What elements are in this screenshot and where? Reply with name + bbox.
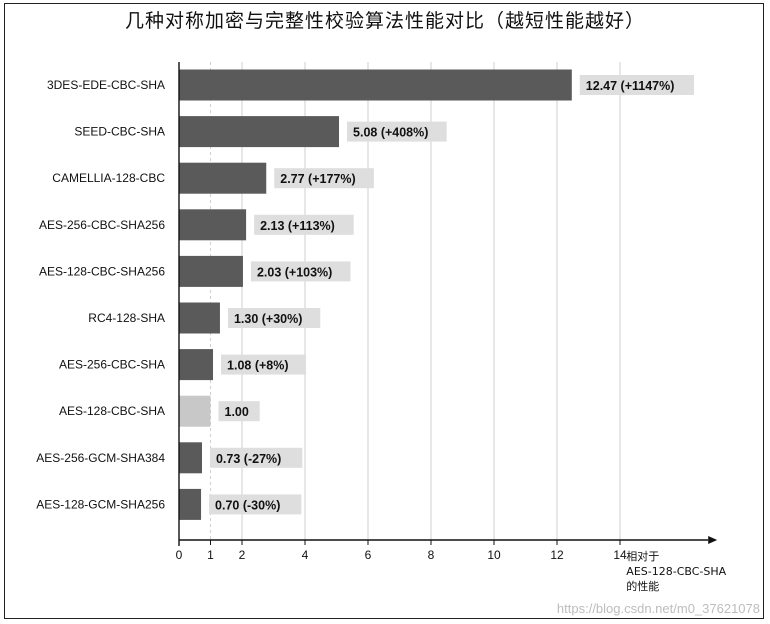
x-tick-label: 6 — [365, 548, 372, 562]
x-axis-label-line: 的性能 — [626, 579, 659, 593]
value-label-bg — [218, 401, 260, 422]
x-tick-label: 14 — [613, 548, 627, 562]
x-tick-label: 2 — [239, 548, 246, 562]
x-axis-label-line: 相对于 — [626, 549, 659, 563]
bar — [179, 395, 211, 427]
value-label-bg — [221, 354, 307, 375]
value-label: 0.73 (-27%) — [216, 452, 281, 466]
category-label: AES-128-CBC-SHA — [59, 404, 165, 418]
figure-frame — [4, 3, 764, 619]
category-labels: 3DES-EDE-CBC-SHA SEED-CBC-SHA CAMELLIA-128… — [36, 78, 165, 511]
value-label: 1.08 (+8%) — [227, 359, 289, 373]
x-tick-label: 0 — [176, 548, 183, 562]
value-label: 0.70 (-30%) — [215, 498, 280, 512]
value-label: 1.30 (+30%) — [234, 312, 302, 326]
value-label-bg — [579, 75, 695, 95]
category-label: CAMELLIA-128-CBC — [52, 171, 165, 185]
category-label: 3DES-EDE-CBC-SHA — [47, 78, 165, 92]
bar — [179, 442, 202, 474]
value-labels: 12.47 (+1147%) 5.08 (+408%) 2.77 (+177%) 2.… — [209, 75, 695, 515]
value-label: 1.00 — [225, 405, 249, 419]
category-label: SEED-CBC-SHA — [74, 125, 165, 139]
x-axis-arrow — [708, 536, 718, 544]
chart-title: 几种对称加密与完整性校验算法性能对比（越短性能越好） — [124, 10, 645, 32]
value-label: 2.03 (+103%) — [257, 265, 332, 279]
bar — [179, 209, 247, 241]
category-label: AES-128-GCM-SHA256 — [36, 497, 165, 511]
x-tick-label: 10 — [487, 548, 501, 562]
value-label-bg — [209, 447, 303, 468]
value-label-bg — [347, 121, 447, 142]
x-tick-label: 12 — [550, 548, 564, 562]
x-axis: 0 1 2 4 6 8 10 12 14 — [176, 62, 718, 562]
category-label: AES-256-CBC-SHA — [59, 358, 165, 372]
bar — [179, 162, 267, 194]
value-label-bg — [250, 261, 351, 282]
bar — [179, 255, 243, 287]
bar — [179, 69, 572, 101]
category-label: RC4-128-SHA — [88, 311, 165, 325]
category-label: AES-256-GCM-SHA384 — [36, 451, 165, 465]
bars — [179, 69, 572, 520]
x-tick-label: 8 — [428, 548, 435, 562]
x-tick-label: 4 — [302, 548, 309, 562]
category-label: AES-128-CBC-SHA256 — [39, 264, 165, 278]
category-label: AES-256-CBC-SHA256 — [39, 218, 165, 232]
bar — [179, 488, 202, 520]
bar — [179, 302, 220, 334]
value-label: 2.77 (+177%) — [280, 172, 355, 186]
x-tick-label: 1 — [207, 548, 214, 562]
value-label: 12.47 (+1147%) — [586, 79, 675, 93]
value-label-bg — [254, 214, 354, 235]
value-label-bg — [209, 494, 302, 515]
bar — [179, 349, 214, 381]
watermark: https://blog.csdn.net/m0_37621078 — [556, 601, 760, 616]
x-axis-label-line: AES-128-CBC-SHA — [626, 565, 726, 578]
value-label-bg — [274, 168, 374, 189]
bar — [179, 116, 340, 148]
value-label-bg — [227, 308, 321, 328]
value-label: 5.08 (+408%) — [353, 126, 428, 140]
value-label: 2.13 (+113%) — [260, 219, 335, 233]
